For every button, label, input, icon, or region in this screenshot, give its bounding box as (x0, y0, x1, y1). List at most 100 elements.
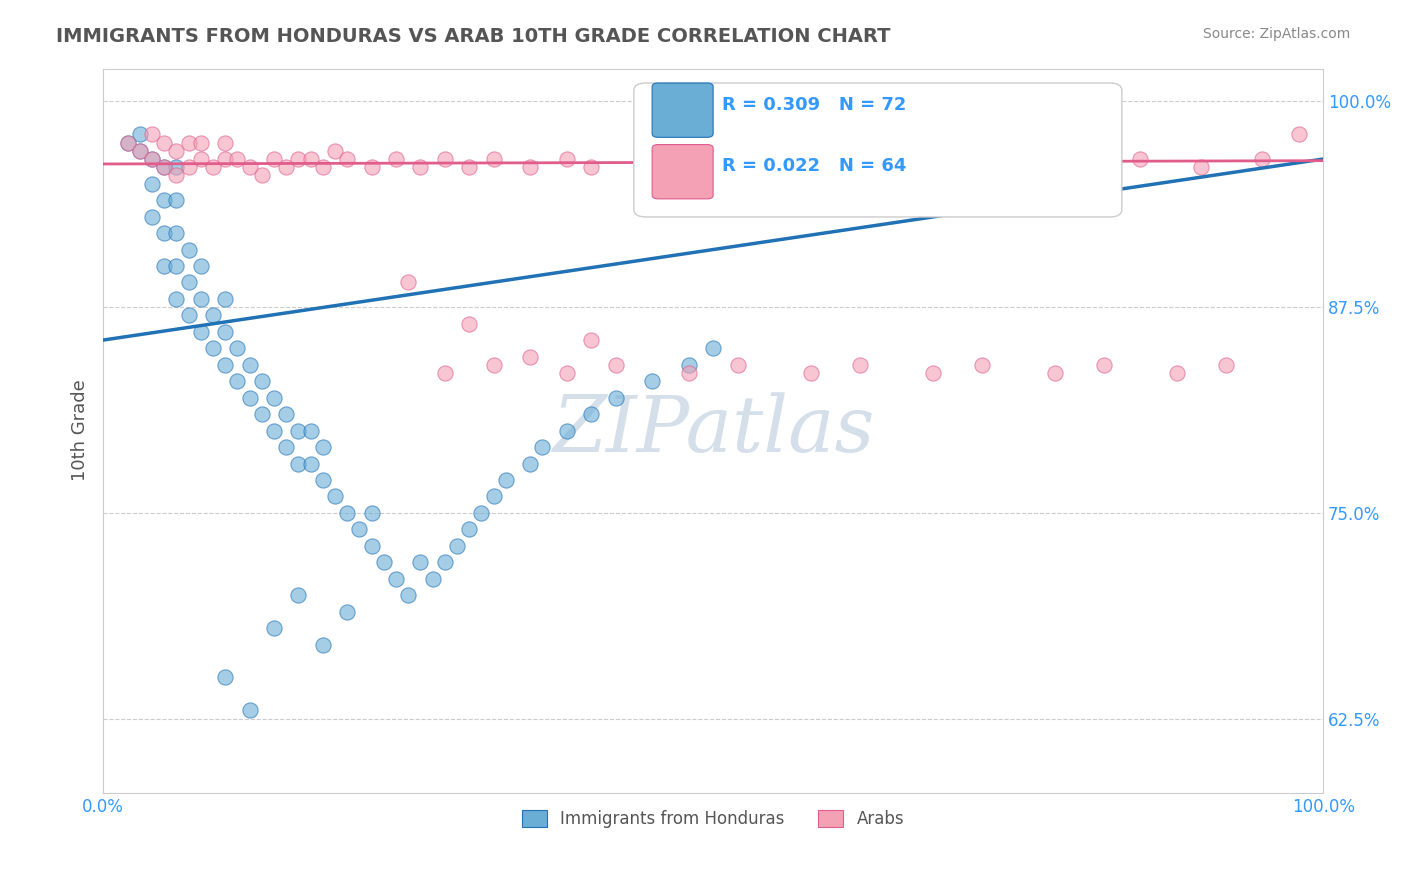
Point (141, 128, 163, 142)
Point (579, 161, 602, 175)
Point (482, 490, 505, 504)
Point (1215, 358, 1237, 372)
Point (433, 366, 456, 380)
Point (201, 309, 224, 323)
Point (214, 152, 236, 166)
Point (323, 490, 346, 504)
Point (555, 424, 578, 438)
Point (800, 366, 823, 380)
Point (1288, 128, 1310, 142)
Point (276, 161, 298, 175)
Point (177, 243, 200, 257)
Point (287, 424, 309, 438)
Point (824, 161, 846, 175)
Point (946, 161, 969, 175)
Point (165, 193, 187, 207)
Point (1007, 152, 1029, 166)
Point (312, 473, 335, 487)
Point (1166, 366, 1188, 380)
Point (250, 169, 273, 183)
Point (555, 366, 578, 380)
FancyBboxPatch shape (652, 145, 713, 199)
Point (128, 128, 150, 142)
Point (190, 325, 212, 339)
Point (1189, 161, 1212, 175)
Point (276, 407, 298, 421)
Point (214, 292, 236, 306)
Point (153, 161, 176, 175)
Point (458, 522, 481, 536)
Point (495, 473, 517, 487)
Point (165, 144, 187, 158)
Point (165, 161, 187, 175)
Point (396, 276, 419, 290)
Point (250, 374, 273, 388)
FancyBboxPatch shape (634, 83, 1122, 217)
Point (349, 522, 371, 536)
Point (458, 317, 481, 331)
Point (470, 506, 492, 520)
Point (177, 136, 200, 150)
Point (1069, 161, 1091, 175)
Point (287, 457, 309, 471)
Point (117, 136, 139, 150)
Point (238, 391, 260, 405)
Point (605, 391, 627, 405)
Point (153, 259, 176, 273)
Point (190, 152, 212, 166)
Point (385, 572, 408, 586)
Point (177, 276, 200, 290)
Point (287, 588, 309, 602)
Point (276, 440, 298, 454)
Point (360, 161, 382, 175)
Point (641, 374, 664, 388)
Point (1129, 152, 1152, 166)
FancyBboxPatch shape (652, 83, 713, 137)
Point (970, 358, 993, 372)
Point (128, 144, 150, 158)
Point (165, 226, 187, 240)
Text: R = 0.309   N = 72: R = 0.309 N = 72 (721, 95, 905, 113)
Point (141, 152, 163, 166)
Point (848, 358, 870, 372)
Point (519, 457, 541, 471)
Point (201, 341, 224, 355)
Point (312, 638, 335, 652)
Point (299, 424, 322, 438)
Point (360, 539, 382, 553)
Point (336, 152, 359, 166)
Point (214, 136, 236, 150)
Point (702, 161, 724, 175)
Point (153, 136, 176, 150)
Point (579, 333, 602, 347)
Point (422, 572, 444, 586)
Point (141, 177, 163, 191)
Point (263, 621, 285, 635)
Point (153, 226, 176, 240)
Point (153, 193, 176, 207)
Point (727, 358, 749, 372)
Point (433, 152, 456, 166)
Text: ZIPatlas: ZIPatlas (553, 392, 875, 468)
Point (141, 210, 163, 224)
Point (250, 407, 273, 421)
Point (555, 152, 578, 166)
Text: IMMIGRANTS FROM HONDURAS VS ARAB 10TH GRADE CORRELATION CHART: IMMIGRANTS FROM HONDURAS VS ARAB 10TH GR… (56, 27, 891, 45)
Point (1043, 366, 1066, 380)
Point (263, 424, 285, 438)
Point (117, 136, 139, 150)
Point (141, 152, 163, 166)
Point (263, 152, 285, 166)
Point (884, 152, 907, 166)
Point (336, 506, 359, 520)
Point (1251, 152, 1274, 166)
Point (299, 152, 322, 166)
Text: Source: ZipAtlas.com: Source: ZipAtlas.com (1202, 27, 1350, 41)
Point (190, 136, 212, 150)
Point (128, 144, 150, 158)
Point (678, 358, 700, 372)
Legend: Immigrants from Honduras, Arabs: Immigrants from Honduras, Arabs (516, 804, 911, 835)
Point (702, 341, 724, 355)
Point (190, 292, 212, 306)
Point (579, 407, 602, 421)
